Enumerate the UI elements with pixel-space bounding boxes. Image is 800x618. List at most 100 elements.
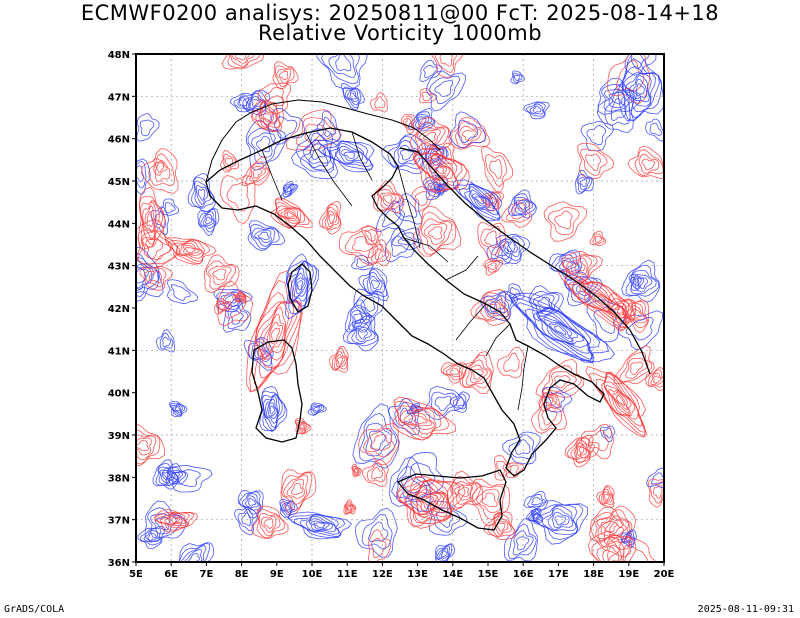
vorticity-contour [245, 495, 259, 509]
vorticity-contour [324, 206, 340, 230]
vorticity-contour [159, 512, 189, 527]
vorticity-contour [596, 517, 624, 536]
vorticity-contour [570, 257, 588, 275]
vorticity-contour [361, 514, 393, 550]
lat-tick-label: 37N [108, 516, 130, 527]
vorticity-contour [577, 176, 591, 191]
vorticity-contour [503, 518, 539, 562]
vorticity-contour [294, 272, 308, 298]
vorticity-contour [379, 192, 397, 207]
vorticity-contour [280, 208, 300, 222]
vorticity-contour [603, 381, 636, 417]
vorticity-contour [251, 227, 276, 247]
vorticity-contour [515, 199, 530, 213]
vorticity-contour [259, 386, 288, 432]
vorticity-contour [511, 193, 536, 216]
vorticity-contour [508, 434, 535, 460]
vorticity-contour [472, 368, 484, 380]
vorticity-contour [399, 149, 414, 161]
chart-title: ECMWF0200 analisys: 20250811@00 FcT: 202… [80, 1, 720, 25]
lat-tick-label: 48N [108, 50, 130, 61]
vorticity-contour [227, 304, 249, 330]
vorticity-contour [208, 265, 232, 286]
vorticity-contour [543, 319, 573, 343]
vorticity-contour [249, 165, 267, 182]
vorticity-contour [630, 361, 644, 376]
vorticity-contour [538, 315, 578, 344]
vorticity-contour [512, 530, 534, 556]
vorticity-contour [653, 375, 662, 384]
vorticity-contour [412, 152, 463, 191]
vorticity-contour [169, 402, 186, 417]
vorticity-contour [531, 512, 540, 521]
vorticity-contour [396, 479, 460, 525]
vorticity-contour [221, 54, 265, 70]
vorticity-contour [480, 145, 514, 193]
vorticity-contour [175, 240, 204, 259]
vorticity-contour [147, 532, 158, 541]
vorticity-contour [427, 500, 468, 536]
vorticity-contour [436, 545, 451, 562]
vorticity-contour [164, 513, 186, 525]
vorticity-contour [399, 408, 437, 435]
vorticity-contour [541, 408, 558, 426]
vorticity-contour [636, 277, 648, 290]
vorticity-contour [381, 133, 427, 174]
vorticity-contour [305, 515, 337, 533]
vorticity-contour [413, 205, 462, 257]
vorticity-contour [284, 185, 293, 194]
vorticity-contour [197, 207, 220, 236]
vorticity-contour [554, 375, 571, 389]
vorticity-contour [371, 537, 387, 559]
vorticity-contour [403, 410, 435, 431]
vorticity-contour [374, 96, 386, 109]
vorticity-contour [331, 347, 348, 371]
vorticity-contour [529, 103, 544, 115]
vorticity-contour [514, 438, 531, 455]
vorticity-contour [233, 506, 258, 536]
vorticity-contour [250, 100, 283, 132]
vorticity-contour [608, 91, 625, 105]
vorticity-contour [487, 194, 498, 206]
vorticity-contour [368, 521, 389, 543]
vorticity-contour [269, 405, 276, 415]
vorticity-contour [316, 110, 341, 142]
vorticity-contour [366, 271, 385, 294]
vorticity-contour [434, 54, 458, 73]
vorticity-contour [602, 540, 623, 562]
vorticity-contour [154, 210, 166, 229]
vorticity-contour [423, 223, 448, 246]
vorticity-contour [458, 125, 482, 146]
vorticity-contour [434, 395, 452, 412]
vorticity-contour [579, 179, 588, 187]
vorticity-contour [200, 211, 216, 229]
vorticity-contour [316, 54, 368, 90]
sicily-coastline [396, 469, 507, 531]
vorticity-contour [397, 405, 442, 439]
vorticity-contour [374, 248, 386, 260]
vorticity-contour [248, 497, 257, 507]
vorticity-contour [343, 151, 356, 159]
vorticity-contour [452, 393, 467, 410]
vorticity-contour [647, 478, 664, 508]
sardinia-coastline [251, 339, 303, 443]
vorticity-contour [532, 105, 542, 113]
vorticity-contour [136, 257, 160, 302]
vorticity-contour [416, 126, 446, 151]
regional-borders [261, 131, 529, 411]
vorticity-contour [355, 258, 370, 269]
vorticity-contour [421, 91, 434, 102]
vorticity-contour [391, 235, 410, 257]
vorticity-contour [541, 365, 583, 395]
vorticity-contour [338, 225, 382, 266]
vorticity-contour [197, 188, 206, 201]
vorticity-contour [170, 517, 180, 523]
lat-tick-label: 38N [108, 473, 130, 484]
vorticity-contour [296, 421, 308, 433]
vorticity-contour [361, 459, 389, 487]
vorticity-contour [351, 463, 362, 478]
vorticity-contour [418, 211, 457, 256]
vorticity-contour [470, 289, 511, 326]
lat-tick-label: 42N [108, 304, 130, 315]
vorticity-contour [237, 490, 264, 519]
